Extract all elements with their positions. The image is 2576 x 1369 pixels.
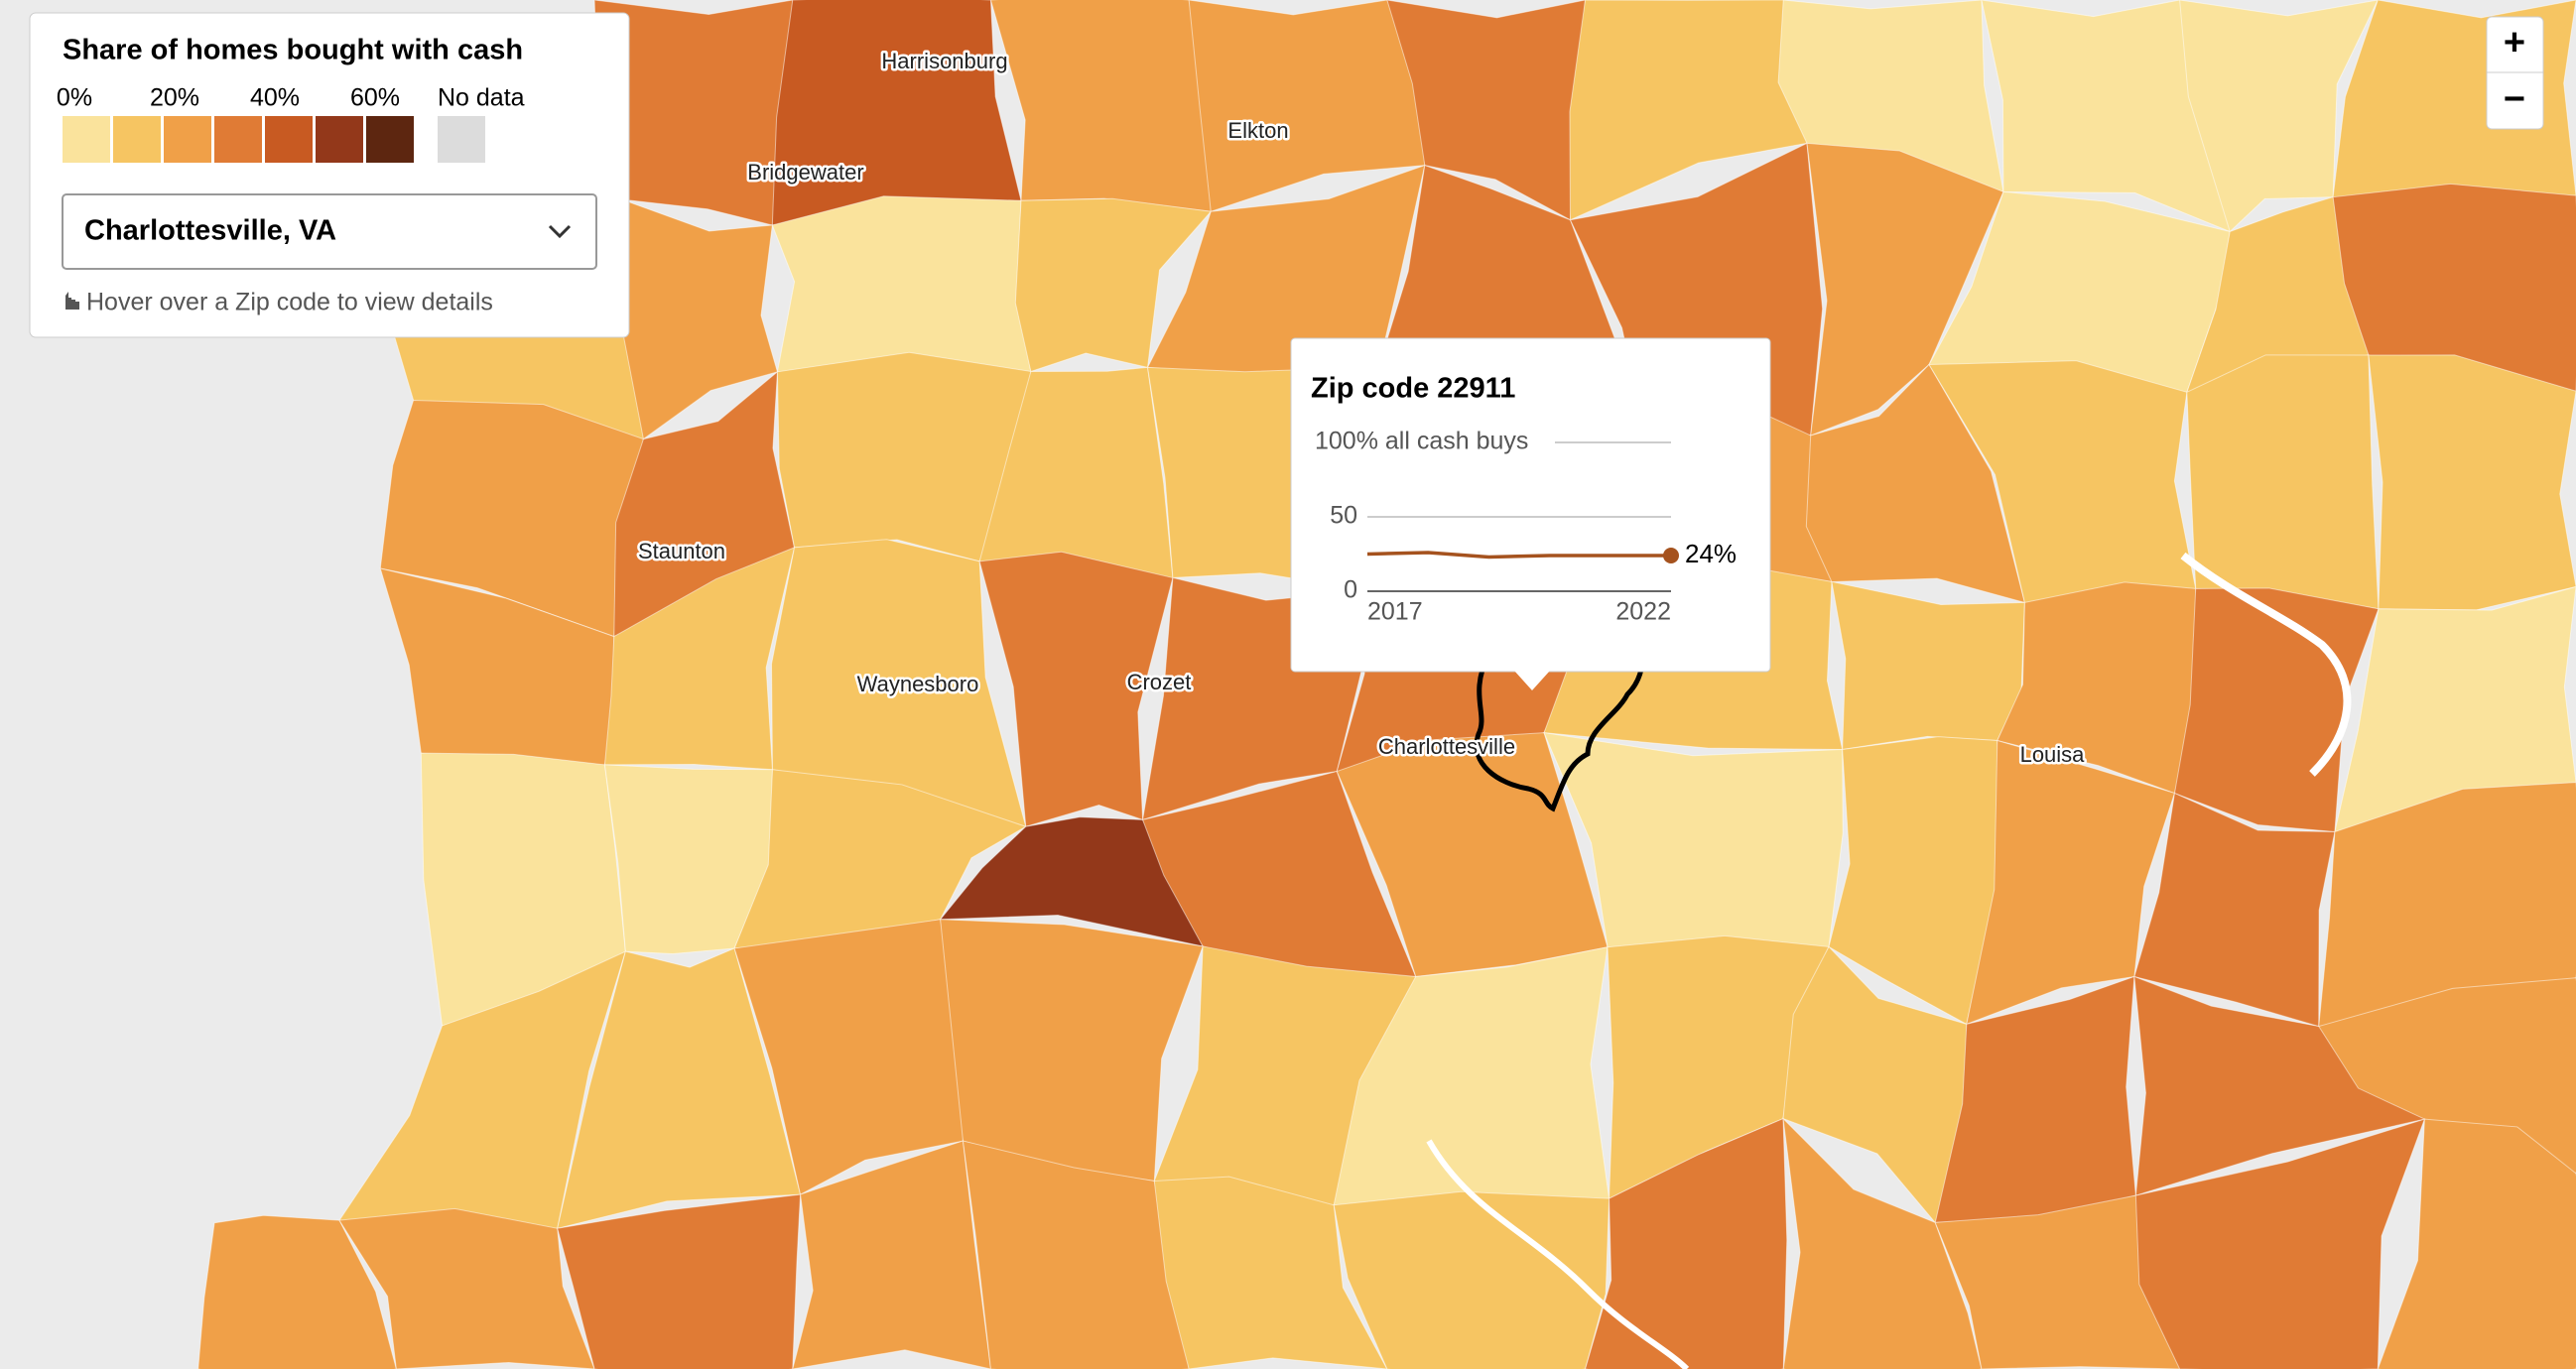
legend-label: 20% <box>150 84 199 112</box>
x-tick-label: 2022 <box>1615 598 1671 626</box>
zip-region <box>2368 354 2576 611</box>
y-tick-label: 0 <box>1344 576 1357 604</box>
series-line <box>1366 551 1671 560</box>
place-labels: Harrisonburg Elkton Bridgewater Staunton Way… <box>635 46 2087 769</box>
value-label: 24% <box>1685 539 1737 568</box>
zip-region <box>1782 1117 1983 1369</box>
zoom-out[interactable]: − <box>2504 78 2525 120</box>
zip-region <box>2334 585 2576 833</box>
legend-swatch <box>316 116 363 163</box>
zip-region <box>1333 1190 1610 1369</box>
zip-region <box>1585 1117 1788 1369</box>
place-label: Crozet <box>1127 670 1192 694</box>
place-label: Harrisonburg <box>881 49 1007 73</box>
zip-region <box>2332 183 2576 392</box>
zip-region <box>2318 782 2576 1028</box>
river <box>2180 552 2352 777</box>
zip-region <box>2134 1118 2426 1369</box>
legend-label: No data <box>438 84 525 112</box>
place-label: Bridgewater <box>747 160 863 185</box>
zoom-in[interactable]: + <box>2504 22 2525 63</box>
hand-icon <box>65 292 79 310</box>
end-point <box>1663 548 1679 563</box>
legend: 0% 20% 40% 60% No data <box>57 84 525 163</box>
place-label: Staunton <box>638 539 725 563</box>
legend-swatch <box>214 116 262 163</box>
legend-swatch <box>113 116 161 163</box>
place-label: Waynesboro <box>857 672 979 696</box>
legend-title: Share of homes bought with cash <box>63 35 523 66</box>
zip-region <box>2186 354 2380 610</box>
legend-swatch <box>63 116 110 163</box>
zip-region <box>1831 580 2025 751</box>
legend-label: 0% <box>57 84 92 112</box>
tooltip: Zip code 22911 0 50 100% all cash buys 2017… <box>1290 337 1771 690</box>
tooltip-pointer <box>1514 671 1550 690</box>
zip-region <box>2317 977 2576 1175</box>
zip-region <box>338 1207 595 1369</box>
y-tick-label: 100% all cash buys <box>1315 428 1528 455</box>
legend-swatch <box>164 116 211 163</box>
zip-region <box>2377 1118 2576 1369</box>
zip-region <box>989 0 1212 212</box>
place-label: Charlottesville <box>1378 734 1515 759</box>
zip-outline <box>1474 653 1644 812</box>
place-label: Louisa <box>2020 742 2086 767</box>
zip-region <box>1153 1176 1388 1369</box>
zip-region <box>771 195 1032 373</box>
y-tick-label: 50 <box>1330 502 1357 530</box>
hint: Hover over a Zip code to view details <box>86 289 493 316</box>
legend-swatch <box>265 116 313 163</box>
dropdown-chevron[interactable] <box>548 224 572 239</box>
zip-region <box>197 1214 397 1369</box>
x-tick-label: 2017 <box>1367 598 1423 626</box>
zip-region <box>771 0 1022 226</box>
zip-region <box>1934 1194 2181 1369</box>
zip-region <box>962 1140 1190 1369</box>
dropdown[interactable] <box>62 193 597 270</box>
legend-swatch-no-data <box>438 116 485 163</box>
zip-region <box>557 1193 802 1369</box>
dropdown-value[interactable]: Charlottesville, VA <box>84 215 336 247</box>
place-label: Elkton <box>1227 118 1288 143</box>
legend-swatch <box>366 116 414 163</box>
tooltip-title: Zip code 22911 <box>1311 373 1515 405</box>
legend-label: 40% <box>250 84 300 112</box>
river <box>1426 1139 1690 1369</box>
legend-label: 60% <box>350 84 400 112</box>
zip-regions <box>197 0 2576 1369</box>
zip-region <box>792 1140 991 1369</box>
